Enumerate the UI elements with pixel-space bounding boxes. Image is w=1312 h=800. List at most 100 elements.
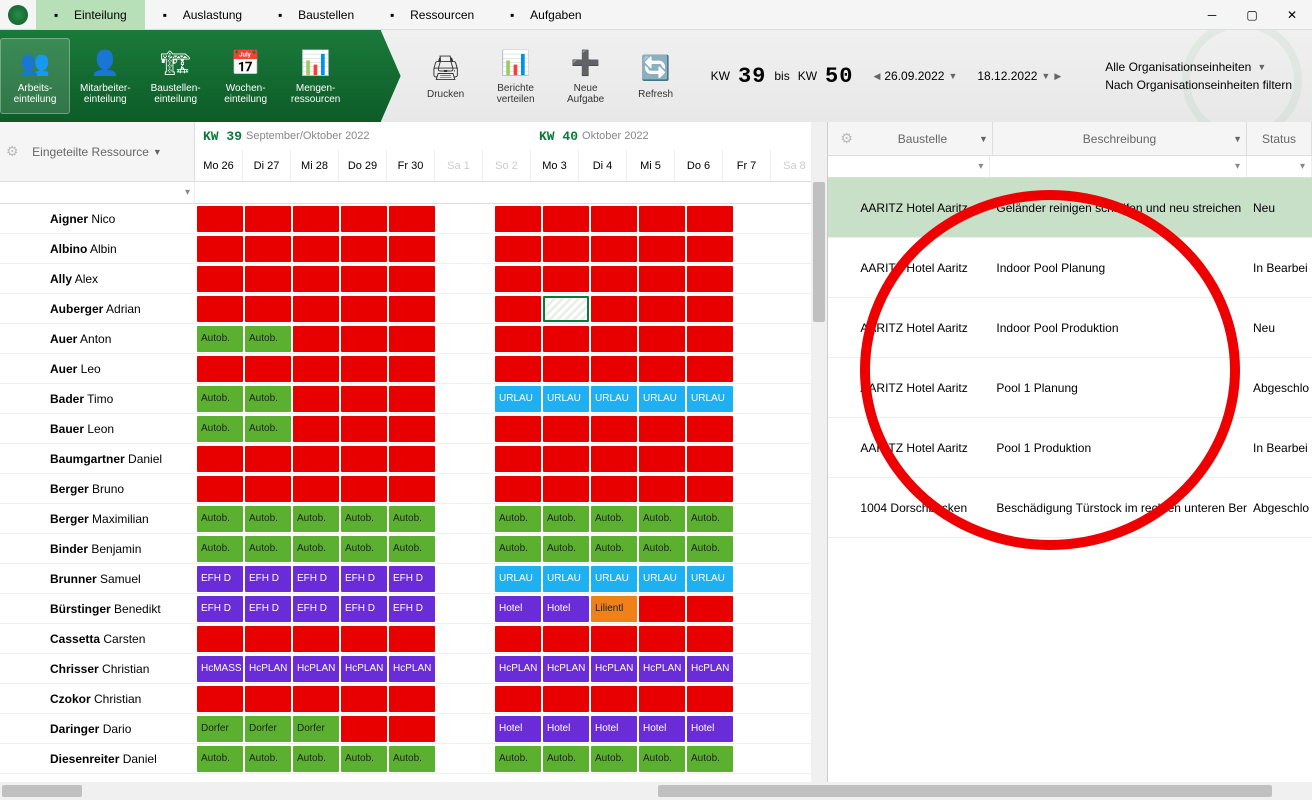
schedule-cell[interactable]: EFH D [245, 566, 291, 592]
schedule-cell[interactable] [687, 416, 733, 442]
schedule-cell[interactable] [687, 326, 733, 352]
schedule-cell[interactable]: Autob. [389, 536, 435, 562]
resource-row[interactable]: Brunner SamuelEFH DEFH DEFH DEFH DEFH DU… [0, 564, 827, 594]
schedule-cell[interactable] [687, 476, 733, 502]
schedule-cell[interactable]: Autob. [543, 506, 589, 532]
day-header[interactable]: Do 29 [339, 150, 387, 181]
schedule-cell[interactable] [687, 206, 733, 232]
schedule-cell[interactable]: Autob. [543, 746, 589, 772]
ribbon-btn-3[interactable]: 📅Wochen- einteilung [211, 39, 281, 113]
schedule-cell[interactable]: Autob. [687, 536, 733, 562]
schedule-cell[interactable]: Autob. [245, 506, 291, 532]
task-row[interactable]: AARITZ Hotel AaritzIndoor Pool Produktio… [828, 298, 1312, 358]
schedule-cell[interactable]: Hotel [639, 716, 685, 742]
schedule-cell[interactable] [591, 416, 637, 442]
schedule-cell[interactable] [389, 266, 435, 292]
schedule-cell[interactable] [591, 236, 637, 262]
schedule-cell[interactable] [639, 206, 685, 232]
schedule-cell[interactable] [495, 446, 541, 472]
schedule-cell[interactable] [591, 686, 637, 712]
schedule-cell[interactable] [197, 236, 243, 262]
schedule-cell[interactable] [639, 326, 685, 352]
close-button[interactable]: ✕ [1272, 0, 1312, 30]
schedule-cell[interactable]: Autob. [197, 326, 243, 352]
schedule-cell[interactable] [293, 296, 339, 322]
schedule-cell[interactable] [245, 686, 291, 712]
schedule-cell[interactable] [639, 596, 685, 622]
schedule-cell[interactable]: Autob. [293, 536, 339, 562]
schedule-cell[interactable] [639, 266, 685, 292]
schedule-cell[interactable]: EFH D [341, 566, 387, 592]
schedule-cell[interactable]: Hotel [495, 716, 541, 742]
schedule-cell[interactable] [197, 356, 243, 382]
schedule-cell[interactable] [293, 386, 339, 412]
schedule-cell[interactable]: Autob. [495, 506, 541, 532]
date-to-picker[interactable]: 18.12.2022▼▶ [977, 69, 1061, 83]
schedule-cell[interactable] [495, 686, 541, 712]
hscroll-thumb-left[interactable] [2, 785, 82, 797]
schedule-cell[interactable]: Autob. [245, 386, 291, 412]
day-header[interactable]: Fr 7 [723, 150, 771, 181]
schedule-cell[interactable]: EFH D [341, 596, 387, 622]
schedule-cell[interactable] [495, 626, 541, 652]
schedule-cell[interactable]: Autob. [639, 746, 685, 772]
schedule-cell[interactable] [293, 206, 339, 232]
day-header[interactable]: Mo 26 [195, 150, 243, 181]
schedule-cell[interactable] [389, 356, 435, 382]
schedule-cell[interactable] [495, 356, 541, 382]
schedule-cell[interactable]: Autob. [591, 746, 637, 772]
schedule-cell[interactable]: EFH D [389, 566, 435, 592]
resource-row[interactable]: Daringer DarioDorferDorferDorferHotelHot… [0, 714, 827, 744]
schedule-cell[interactable] [543, 206, 589, 232]
schedule-cell[interactable] [341, 416, 387, 442]
schedule-cell-selected[interactable] [543, 296, 589, 322]
schedule-cell[interactable]: URLAU [639, 386, 685, 412]
schedule-cell[interactable]: URLAU [543, 566, 589, 592]
schedule-cell[interactable] [543, 626, 589, 652]
schedule-cell[interactable]: HcPLAN [591, 656, 637, 682]
schedule-cell[interactable] [495, 296, 541, 322]
schedule-cell[interactable] [591, 296, 637, 322]
schedule-cell[interactable] [197, 476, 243, 502]
col-status[interactable]: Status [1247, 122, 1312, 155]
schedule-cell[interactable]: Hotel [543, 716, 589, 742]
resource-row[interactable]: Chrisser ChristianHcMASSHcPLANHcPLANHcPL… [0, 654, 827, 684]
tab-auslastung[interactable]: ▪Auslastung [145, 0, 260, 30]
resource-row[interactable]: Binder BenjaminAutob.Autob.Autob.Autob.A… [0, 534, 827, 564]
schedule-cell[interactable] [543, 266, 589, 292]
schedule-cell[interactable]: Autob. [293, 746, 339, 772]
schedule-cell[interactable]: Autob. [197, 746, 243, 772]
schedule-cell[interactable] [389, 206, 435, 232]
schedule-cell[interactable] [197, 296, 243, 322]
day-header[interactable]: Di 27 [243, 150, 291, 181]
task-hscrollbar[interactable] [656, 782, 1312, 800]
schedule-cell[interactable]: HcPLAN [687, 656, 733, 682]
schedule-cell[interactable] [639, 626, 685, 652]
ribbon-gray-btn-0[interactable]: 🖨Drucken [411, 39, 481, 113]
col-baustelle[interactable]: Baustelle▼ [853, 122, 993, 155]
schedule-cell[interactable]: Dorfer [197, 716, 243, 742]
schedule-cell[interactable] [639, 476, 685, 502]
schedule-cell[interactable]: Autob. [591, 506, 637, 532]
schedule-cell[interactable] [591, 626, 637, 652]
schedule-cell[interactable] [495, 416, 541, 442]
schedule-cell[interactable] [687, 296, 733, 322]
schedule-cell[interactable] [389, 296, 435, 322]
schedule-cell[interactable] [495, 266, 541, 292]
ribbon-btn-4[interactable]: 📊Mengen- ressourcen [281, 39, 351, 113]
schedule-cell[interactable] [293, 266, 339, 292]
schedule-cell[interactable] [687, 266, 733, 292]
schedule-cell[interactable] [543, 326, 589, 352]
schedule-cell[interactable]: Hotel [495, 596, 541, 622]
day-header[interactable]: Mi 28 [291, 150, 339, 181]
schedule-cell[interactable] [341, 476, 387, 502]
schedule-cell[interactable]: URLAU [495, 386, 541, 412]
task-row[interactable]: AARITZ Hotel AaritzPool 1 ProduktionIn B… [828, 418, 1312, 478]
resource-row[interactable]: Auer Leo [0, 354, 827, 384]
gear-icon[interactable]: ⚙ [6, 143, 19, 160]
resource-row[interactable]: Bader TimoAutob.Autob.URLAUURLAUURLAUURL… [0, 384, 827, 414]
schedule-cell[interactable] [341, 686, 387, 712]
schedule-cell[interactable] [245, 446, 291, 472]
schedule-cell[interactable] [389, 386, 435, 412]
schedule-cell[interactable] [389, 626, 435, 652]
